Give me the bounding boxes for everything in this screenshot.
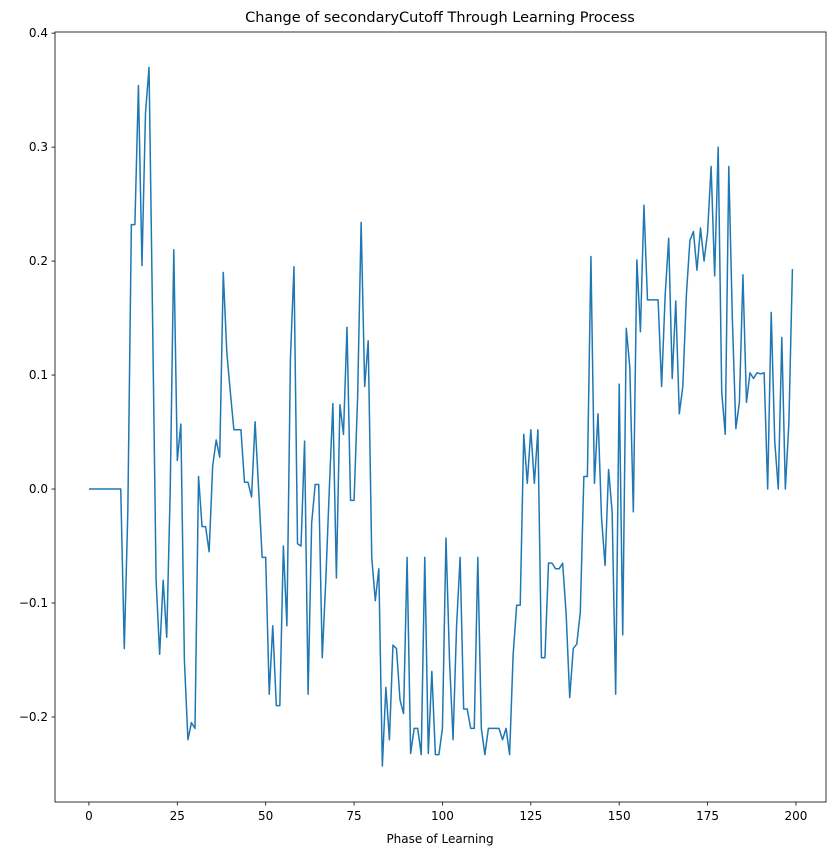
y-tick-label: −0.2 [19,710,48,724]
y-tick-label: 0.3 [29,140,48,154]
y-tick-label: 0.1 [29,368,48,382]
chart-title: Change of secondaryCutoff Through Learni… [245,10,635,26]
plot-frame [54,31,827,803]
x-tick-label: 175 [696,809,719,823]
y-tick-label: 0.2 [29,254,48,268]
x-axis-label: Phase of Learning [386,832,493,846]
y-tick-label: 0.0 [29,482,48,496]
x-tick-label: 200 [784,809,807,823]
x-tick-label: 25 [170,809,185,823]
x-tick-label: 100 [431,809,454,823]
x-tick-label: 0 [85,809,93,823]
y-tick-label: 0.4 [29,26,48,40]
x-tick-label: 75 [346,809,361,823]
x-tick-label: 150 [608,809,631,823]
y-tick-label: −0.1 [19,596,48,610]
x-tick-label: 50 [258,809,273,823]
data-line [88,66,794,767]
x-tick-label: 125 [519,809,542,823]
